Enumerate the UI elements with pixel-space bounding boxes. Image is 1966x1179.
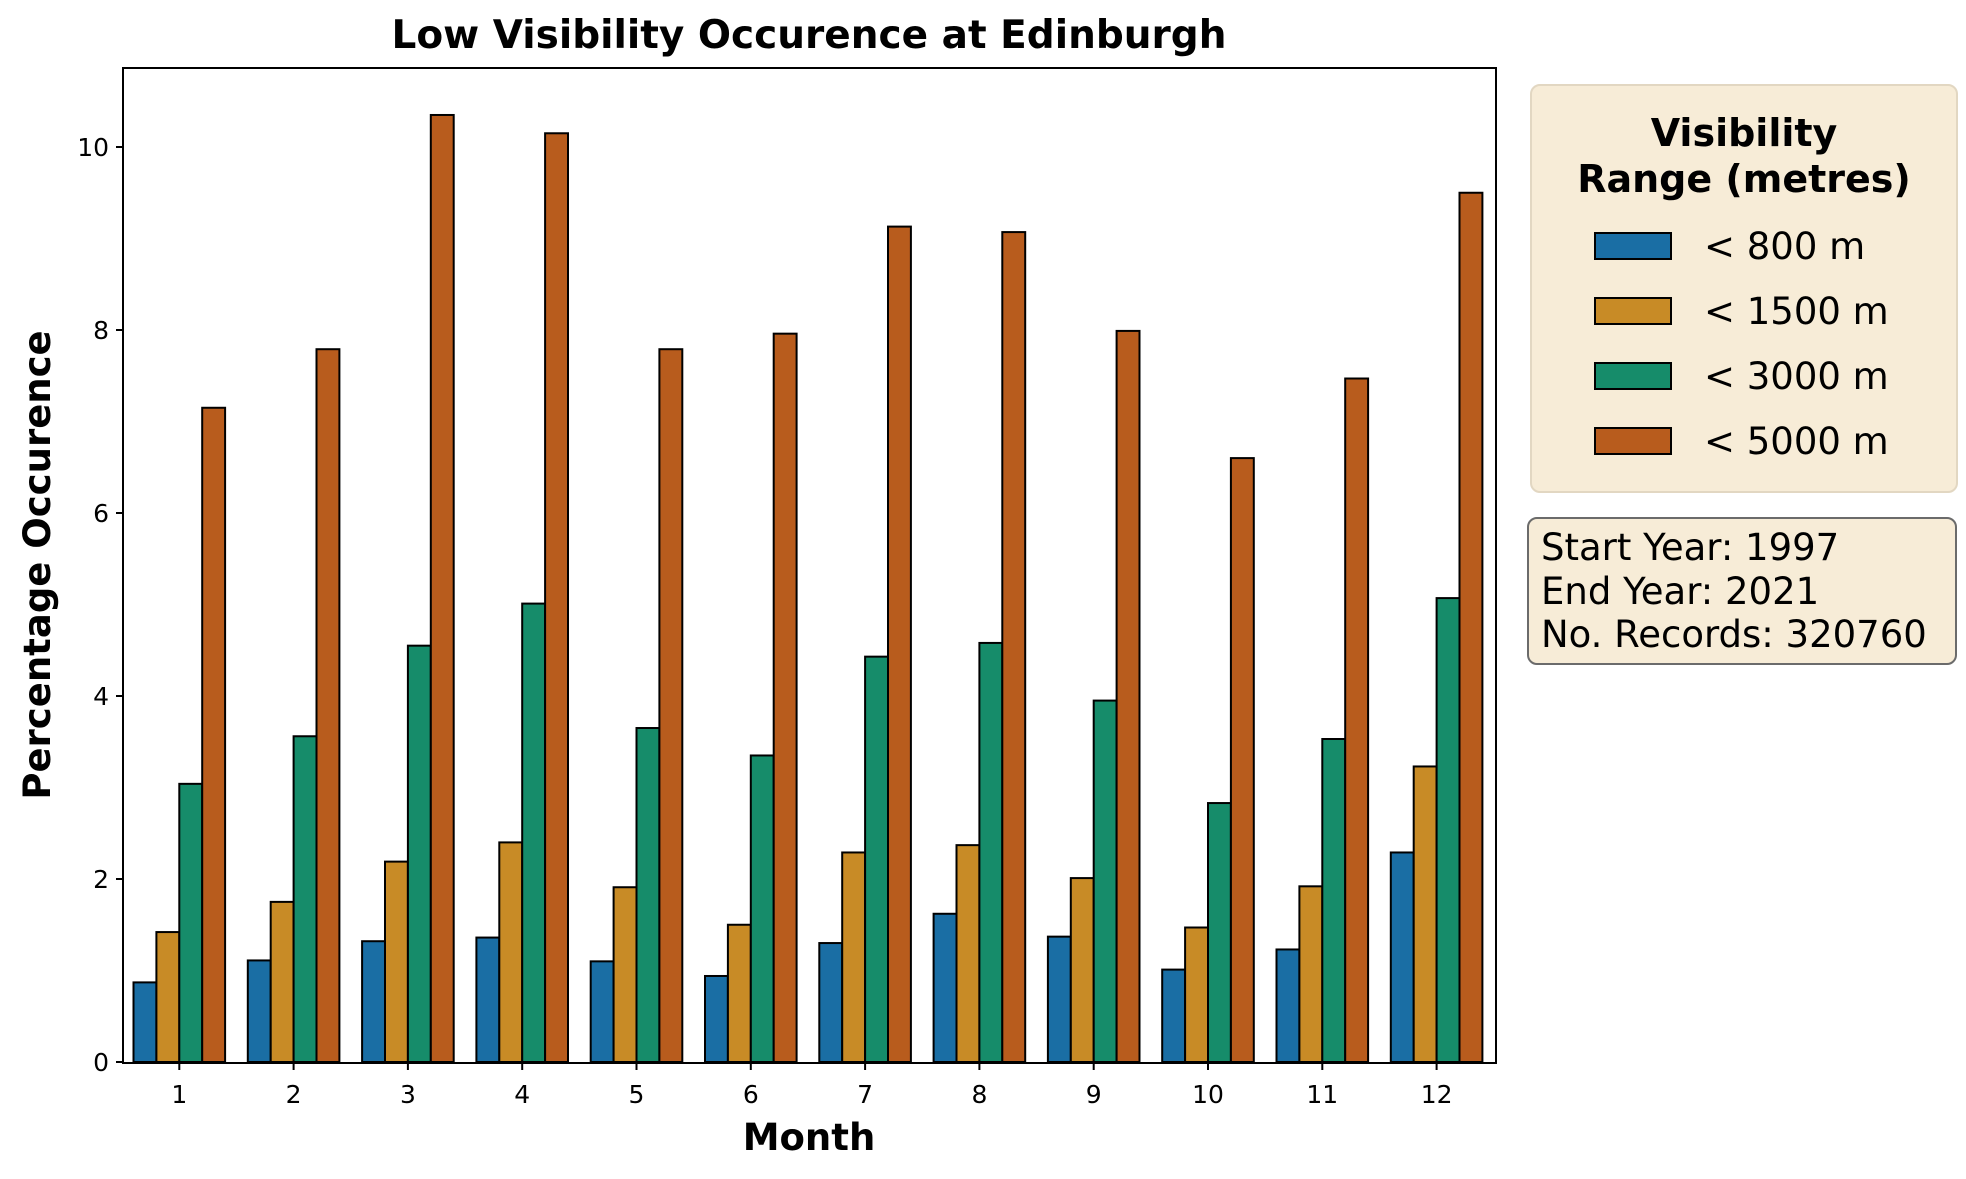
x-tick-label: 12 xyxy=(1421,1080,1453,1109)
x-tick-label: 5 xyxy=(629,1080,645,1109)
bar-month-10-series-4 xyxy=(1229,457,1255,1064)
chart-title: Low Visibility Occurence at Edinburgh xyxy=(392,13,1227,58)
y-ticks: 0 2 4 6 8 10 xyxy=(77,133,123,1077)
bar-month-5-series-2 xyxy=(612,886,638,1063)
bar-month-1-series-4 xyxy=(201,406,227,1063)
y-axis-label: Percentage Occurence xyxy=(16,330,59,799)
x-tick-label: 10 xyxy=(1192,1080,1224,1109)
legend-swatch xyxy=(1594,232,1672,260)
bar-month-8-series-3 xyxy=(978,641,1004,1063)
bar-month-4-series-3 xyxy=(521,602,547,1064)
x-tick-label: 7 xyxy=(857,1080,873,1109)
x-tick-label: 11 xyxy=(1306,1080,1338,1109)
bar-month-5-series-1 xyxy=(589,960,615,1063)
bar-month-11-series-1 xyxy=(1275,948,1301,1064)
bar-month-9-series-4 xyxy=(1115,329,1141,1064)
bar-month-7-series-3 xyxy=(864,655,889,1064)
y-tick-label: 8 xyxy=(93,316,109,345)
legend-title: Visibility Range (metres) xyxy=(1532,110,1956,202)
bar-month-10-series-1 xyxy=(1161,968,1187,1064)
bar-month-6-series-1 xyxy=(704,974,729,1063)
x-tick-label: 1 xyxy=(171,1080,187,1109)
legend-label: < 800 m xyxy=(1704,224,1866,268)
x-tick-label: 2 xyxy=(286,1080,302,1109)
legend-title-line1: Visibility xyxy=(1650,111,1838,155)
x-tick-label: 3 xyxy=(400,1080,416,1109)
bar-month-6-series-4 xyxy=(772,332,798,1064)
bar-month-7-series-2 xyxy=(841,851,867,1063)
bar-month-4-series-2 xyxy=(498,841,524,1064)
bar-month-10-series-3 xyxy=(1207,802,1232,1063)
legend-swatch xyxy=(1594,427,1672,455)
legend-title-line2: Range (metres) xyxy=(1577,157,1911,201)
x-tick-label: 6 xyxy=(743,1080,759,1109)
end-year-text: End Year: 2021 xyxy=(1541,569,1820,613)
legend-label: < 3000 m xyxy=(1704,354,1889,398)
x-tick-label: 4 xyxy=(514,1080,530,1109)
legend-item: < 800 m xyxy=(1594,224,1866,268)
start-year-text: Start Year: 1997 xyxy=(1541,526,1840,569)
bar-month-4-series-1 xyxy=(475,936,501,1063)
bar-month-2-series-2 xyxy=(269,900,295,1064)
y-tick-label: 0 xyxy=(93,1048,109,1077)
bar-month-12-series-4 xyxy=(1458,191,1484,1063)
x-ticks: 1 2 3 4 5 6 7 8 9 10 11 12 xyxy=(171,1063,1453,1109)
bar-month-9-series-2 xyxy=(1069,877,1095,1064)
bar-month-12-series-3 xyxy=(1435,597,1461,1063)
bar-month-6-series-2 xyxy=(726,923,752,1063)
bar-month-4-series-4 xyxy=(544,132,569,1063)
bar-month-7-series-1 xyxy=(818,942,844,1063)
legend-item: < 5000 m xyxy=(1594,419,1889,463)
bar-month-11-series-4 xyxy=(1344,377,1370,1063)
bar-month-7-series-4 xyxy=(887,225,912,1064)
legend-label: < 1500 m xyxy=(1704,289,1889,333)
x-axis-label: Month xyxy=(743,1116,876,1159)
bar-month-3-series-4 xyxy=(429,113,455,1064)
records-count-text: No. Records: 320760 xyxy=(1541,613,1927,656)
bar-month-3-series-2 xyxy=(384,860,409,1063)
bar-month-12-series-1 xyxy=(1389,851,1415,1063)
bar-month-6-series-3 xyxy=(749,754,775,1063)
bar-month-11-series-2 xyxy=(1298,885,1324,1063)
bar-month-5-series-3 xyxy=(635,727,661,1064)
bar-month-11-series-3 xyxy=(1321,738,1347,1063)
bar-month-3-series-3 xyxy=(406,644,432,1063)
bar-month-10-series-2 xyxy=(1184,926,1209,1063)
bar-month-1-series-1 xyxy=(132,981,158,1064)
legend: Visibility Range (metres) < 800 m < 1500… xyxy=(1530,84,1958,493)
plot-frame xyxy=(122,67,1497,1064)
bar-month-2-series-1 xyxy=(246,959,272,1063)
bar-month-2-series-3 xyxy=(292,735,318,1063)
y-tick-label: 2 xyxy=(93,865,109,894)
bar-month-8-series-1 xyxy=(932,912,958,1064)
bar-month-2-series-4 xyxy=(315,348,341,1063)
bar-month-5-series-4 xyxy=(658,348,684,1063)
bar-month-9-series-3 xyxy=(1092,699,1118,1064)
legend-label: < 5000 m xyxy=(1704,419,1889,463)
x-tick-label: 8 xyxy=(971,1080,987,1109)
legend-item: < 3000 m xyxy=(1594,354,1889,398)
bar-month-1-series-3 xyxy=(178,782,204,1064)
info-box: Start Year: 1997 End Year: 2021 No. Reco… xyxy=(1527,517,1957,665)
bar-month-12-series-2 xyxy=(1412,765,1438,1064)
y-tick-label: 4 xyxy=(93,682,109,711)
legend-item: < 1500 m xyxy=(1594,289,1889,333)
bar-month-8-series-4 xyxy=(1001,231,1027,1063)
x-tick-label: 9 xyxy=(1086,1080,1102,1109)
bar-month-9-series-1 xyxy=(1046,935,1072,1064)
legend-swatch xyxy=(1594,297,1672,325)
y-tick-label: 10 xyxy=(77,133,109,162)
legend-swatch xyxy=(1594,362,1672,390)
bar-month-1-series-2 xyxy=(155,931,181,1063)
bars-group xyxy=(132,113,1484,1064)
bar-month-8-series-2 xyxy=(955,844,981,1064)
y-tick-label: 6 xyxy=(93,499,109,528)
bar-month-3-series-1 xyxy=(361,940,387,1063)
